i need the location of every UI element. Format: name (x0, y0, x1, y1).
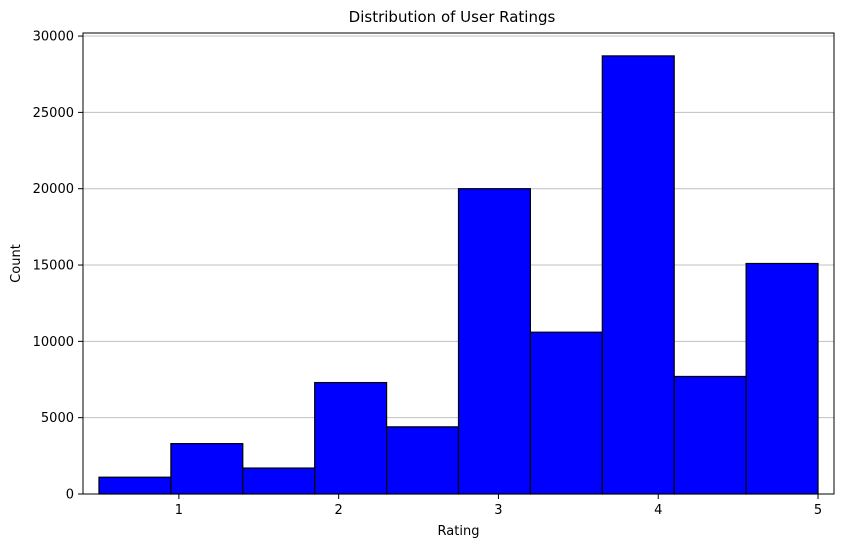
histogram-bar (314, 381, 388, 495)
x-axis-ticks: 1 2 3 4 5 (175, 494, 822, 518)
y-tick-label: 30000 (33, 30, 74, 45)
histogram-bar (529, 331, 603, 495)
x-tick-label: 4 (654, 503, 662, 518)
histogram-bar (242, 467, 316, 495)
y-tick-label: 20000 (33, 182, 74, 197)
histogram-bar (98, 476, 172, 495)
y-axis-title: Count (9, 244, 24, 283)
histogram-bar (385, 426, 460, 495)
y-tick-label: 5000 (41, 411, 74, 426)
x-tick-label: 1 (175, 503, 183, 518)
plot-frame (82, 32, 835, 495)
y-tick-label: 0 (66, 488, 74, 503)
histogram-bar (170, 443, 244, 495)
y-tick-label: 15000 (33, 259, 74, 274)
x-tick-label: 2 (335, 503, 343, 518)
x-axis-title: Rating (438, 524, 480, 539)
chart-title: Distribution of User Ratings (349, 8, 556, 26)
histogram-bar (457, 188, 532, 495)
x-tick-label: 5 (814, 503, 822, 518)
y-tick-label: 10000 (33, 335, 74, 350)
x-tick-label: 3 (494, 503, 502, 518)
histogram-bar (601, 55, 675, 495)
bars (98, 55, 819, 495)
histogram-bar (745, 262, 819, 495)
histogram-bar (673, 375, 747, 495)
y-tick-label: 25000 (33, 106, 74, 121)
y-axis-ticks: 0 5000 10000 15000 20000 25000 30000 (33, 30, 83, 503)
